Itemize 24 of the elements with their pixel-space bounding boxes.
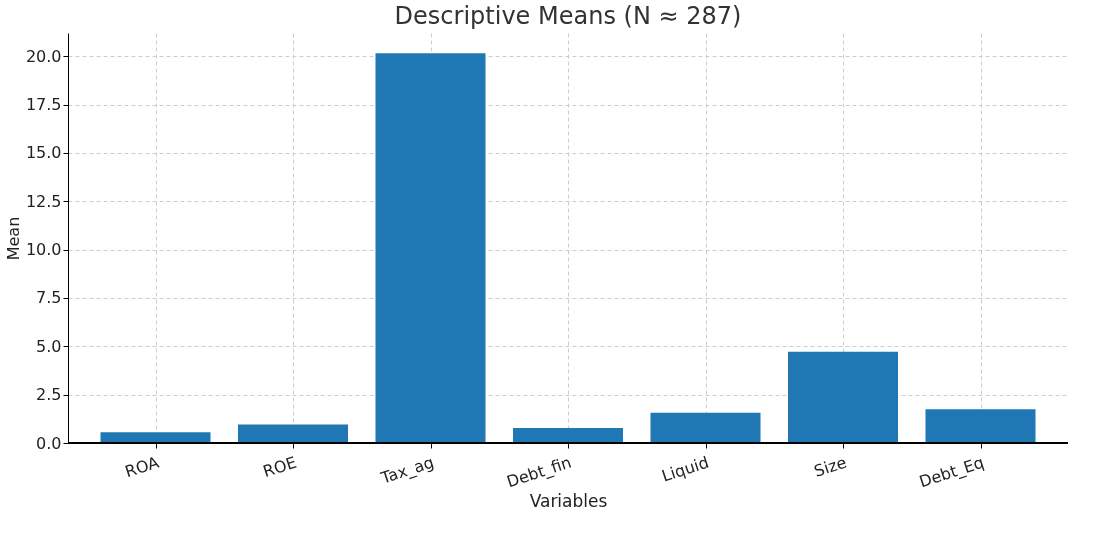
x-tick-label: Size [811, 452, 849, 481]
x-tick-label: ROA [122, 452, 162, 482]
x-tick-label: Tax_ag [377, 452, 437, 489]
x-axis-title: Variables [529, 491, 608, 512]
bar [925, 409, 1036, 443]
y-tick-label: 0.0 [36, 433, 62, 453]
y-tick-label: 7.5 [36, 288, 62, 308]
bar [513, 427, 623, 443]
chart-title: Descriptive Means (N ≈ 287) [394, 2, 742, 30]
x-tick-label: Liquid [659, 452, 712, 486]
x-tick-label: ROE [260, 452, 299, 482]
y-tick-label: 2.5 [36, 385, 62, 405]
y-tick-label: 15.0 [25, 143, 62, 163]
bar [650, 412, 761, 443]
y-tick-label: 10.0 [25, 240, 62, 260]
y-tick-label: 17.5 [25, 95, 62, 115]
bar [100, 432, 211, 443]
bar [788, 351, 898, 443]
bar [375, 53, 486, 443]
y-tick-label: 20.0 [25, 46, 62, 66]
y-axis-title: Mean [3, 216, 23, 261]
y-tick-label: 12.5 [25, 191, 62, 211]
y-tick-label: 5.0 [36, 336, 62, 356]
bar [238, 424, 348, 443]
